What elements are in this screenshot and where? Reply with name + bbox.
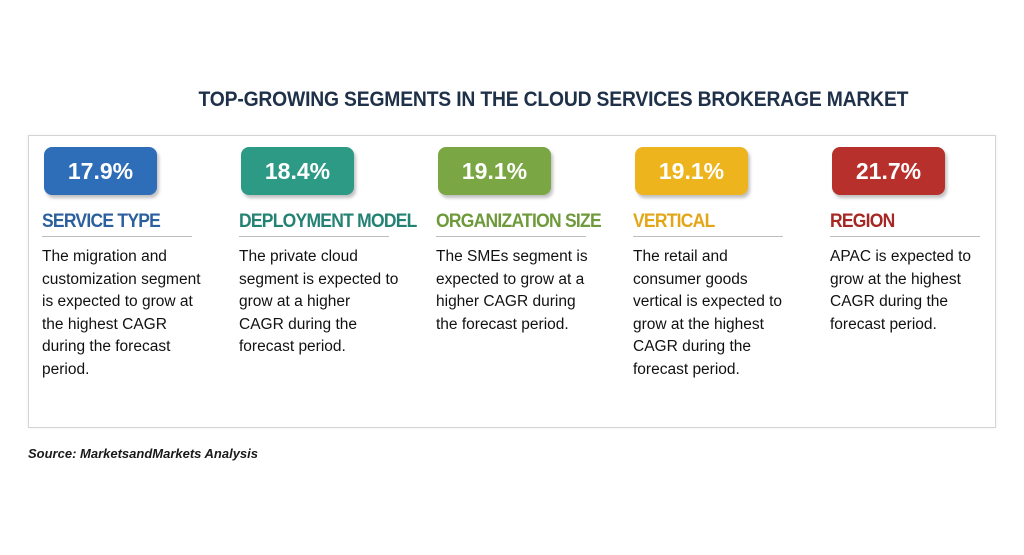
page-title: TOP-GROWING SEGMENTS IN THE CLOUD SERVIC… [198, 88, 909, 111]
segment-heading: VERTICAL [633, 211, 715, 232]
segment-vertical: 19.1% VERTICAL The retail and consumer g… [633, 147, 791, 381]
segment-heading: ORGANIZATION SIZE [436, 211, 602, 232]
segment-service-type: 17.9% SERVICE TYPE The migration and cus… [42, 147, 201, 381]
heading-divider [830, 236, 980, 237]
heading-divider [436, 236, 586, 237]
segment-deployment-model: 18.4% DEPLOYMENT MODEL The private cloud… [239, 147, 417, 359]
cagr-badge: 17.9% [44, 147, 157, 195]
cagr-badge: 19.1% [635, 147, 748, 195]
segment-heading: SERVICE TYPE [42, 211, 161, 232]
segment-organization-size: 19.1% ORGANIZATION SIZE The SMEs segment… [436, 147, 602, 336]
segment-region: 21.7% REGION APAC is expected to grow at… [830, 147, 988, 336]
cagr-badge: 21.7% [832, 147, 945, 195]
segments-panel [28, 135, 996, 428]
segment-heading: DEPLOYMENT MODEL [239, 211, 417, 232]
segment-description: The private cloud segment is expected to… [239, 248, 399, 355]
segment-description: The migration and customization segment … [42, 248, 201, 378]
heading-divider [633, 236, 783, 237]
cagr-badge: 18.4% [241, 147, 354, 195]
source-note: Source: MarketsandMarkets Analysis [28, 446, 259, 461]
heading-divider [42, 236, 192, 237]
cagr-badge: 19.1% [438, 147, 551, 195]
segment-heading: REGION [830, 211, 895, 232]
segment-description: APAC is expected to grow at the highest … [830, 248, 972, 333]
segment-description: The SMEs segment is expected to grow at … [436, 248, 588, 333]
heading-divider [239, 236, 389, 237]
segment-description: The retail and consumer goods vertical i… [633, 248, 783, 378]
